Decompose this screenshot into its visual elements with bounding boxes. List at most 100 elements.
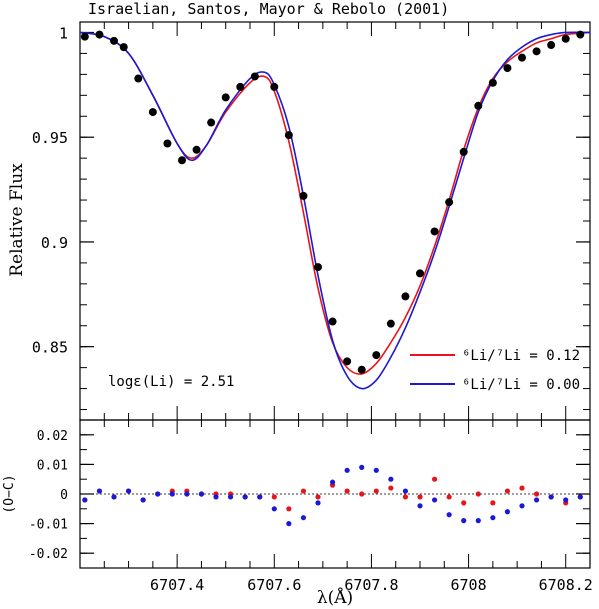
observed-point: [284, 131, 293, 140]
observed-point: [474, 101, 483, 110]
residual-point-red: [300, 488, 307, 494]
observed-point: [372, 351, 381, 360]
residual-point-red: [431, 476, 438, 482]
residual-point-blue: [548, 494, 554, 500]
main-panel: 0.85 0.9 0.95 1 Relative Flux logε(Li) = 2.…: [7, 21, 591, 421]
observed-point: [430, 227, 439, 236]
residual-point-blue: [475, 518, 481, 524]
residual-point-red: [504, 488, 511, 494]
observed-points: [80, 30, 585, 374]
observed-point: [314, 263, 322, 272]
residual-point-blue: [198, 491, 205, 497]
observed-point: [148, 108, 157, 117]
observed-point: [488, 78, 497, 87]
residual-point-blue: [329, 479, 336, 485]
residual-point-blue: [82, 497, 88, 503]
observed-point: [328, 317, 337, 326]
residual-point-red: [519, 485, 525, 491]
observed-point: [236, 82, 245, 91]
observed-point: [250, 72, 259, 81]
res-y-tick-label: 0.01: [37, 458, 68, 473]
residual-point-red: [373, 488, 379, 494]
observed-point: [357, 365, 366, 374]
observed-point: [80, 32, 89, 41]
residual-point-blue: [431, 497, 438, 503]
legend-label-red: ⁶Li/⁷Li = 0.12: [462, 348, 580, 364]
res-y-tick-label: -0.02: [29, 547, 68, 562]
observed-point: [207, 118, 216, 127]
residual-point-blue: [504, 509, 511, 515]
y-tick-label: 1: [59, 24, 68, 42]
observed-point: [95, 30, 104, 39]
residual-panel: -0.02 -0.01 0 0.01 0.02 6707.4 6707.6 6707.8 670…: [2, 419, 593, 608]
residual-point-blue: [344, 467, 350, 473]
residual-point-red: [490, 500, 496, 506]
observed-point: [386, 319, 395, 328]
observed-point: [561, 34, 570, 43]
residual-point-blue: [490, 515, 496, 521]
res-y-tick-label: 0.02: [37, 429, 68, 444]
residual-point-blue: [300, 515, 307, 521]
residual-point-blue: [446, 512, 452, 518]
residual-point-blue: [373, 467, 379, 473]
observed-point: [518, 53, 526, 62]
residual-point-red: [402, 494, 409, 500]
observed-point: [401, 292, 410, 301]
observed-point: [445, 198, 454, 207]
residual-point-blue: [315, 500, 321, 506]
residual-point-blue: [417, 503, 423, 509]
residual-y-label: (O−C): [2, 474, 17, 513]
residual-point-blue: [125, 488, 132, 494]
residual-axis-ticks: -0.02 -0.01 0 0.01 0.02 6707.4 6707.6 6707.8 670…: [29, 419, 593, 594]
legend-label-blue: ⁶Li/⁷Li = 0.00: [462, 377, 580, 393]
residual-point-blue: [577, 494, 583, 500]
residual-point-blue: [533, 497, 540, 503]
y-tick-label: 0.95: [32, 129, 68, 147]
observed-point: [192, 145, 201, 154]
residual-point-red: [315, 494, 321, 500]
x-tick-label: 6707.4: [150, 576, 204, 594]
observed-point: [503, 64, 512, 73]
observed-point: [178, 156, 186, 165]
residual-points: [82, 464, 583, 527]
abundance-annotation: logε(Li) = 2.51: [108, 374, 234, 390]
observed-point: [270, 82, 279, 91]
observed-point: [416, 269, 424, 278]
observed-point: [576, 30, 585, 39]
residual-point-blue: [169, 491, 175, 497]
residual-point-blue: [184, 491, 190, 497]
residual-point-red: [388, 485, 394, 491]
residual-point-blue: [563, 497, 569, 503]
residual-point-blue: [140, 497, 146, 503]
residual-point-red: [271, 494, 277, 500]
observed-point: [221, 93, 230, 102]
observed-point: [134, 74, 143, 83]
observed-point: [110, 36, 118, 45]
x-tick-label: 6708: [451, 576, 487, 594]
x-axis-label: λ(Å): [317, 587, 353, 608]
model-curves: [79, 31, 591, 390]
x-tick-label: 6708.2: [539, 576, 593, 594]
residual-point-blue: [96, 488, 103, 494]
residual-point-blue: [402, 488, 409, 494]
residual-point-blue: [111, 494, 117, 500]
residual-point-blue: [359, 464, 365, 470]
y-tick-label: 0.9: [41, 234, 68, 252]
x-tick-label: 6707.8: [344, 576, 398, 594]
observed-point: [299, 191, 308, 200]
residual-point-blue: [155, 491, 161, 497]
model-curve-li6-000: [79, 31, 591, 390]
residual-point-blue: [461, 518, 467, 524]
observed-point: [119, 43, 128, 52]
residual-point-blue: [286, 521, 292, 527]
residual-point-blue: [519, 503, 525, 509]
legend: ⁶Li/⁷Li = 0.12 ⁶Li/⁷Li = 0.00: [410, 348, 580, 393]
y-axis-label: Relative Flux: [7, 163, 27, 277]
residual-point-red: [533, 491, 540, 497]
residual-point-blue: [213, 494, 219, 500]
residual-point-blue: [242, 494, 248, 500]
observed-point: [547, 41, 556, 50]
x-tick-label: 6707.6: [247, 576, 301, 594]
residual-point-red: [417, 494, 423, 500]
residual-point-blue: [271, 506, 277, 512]
